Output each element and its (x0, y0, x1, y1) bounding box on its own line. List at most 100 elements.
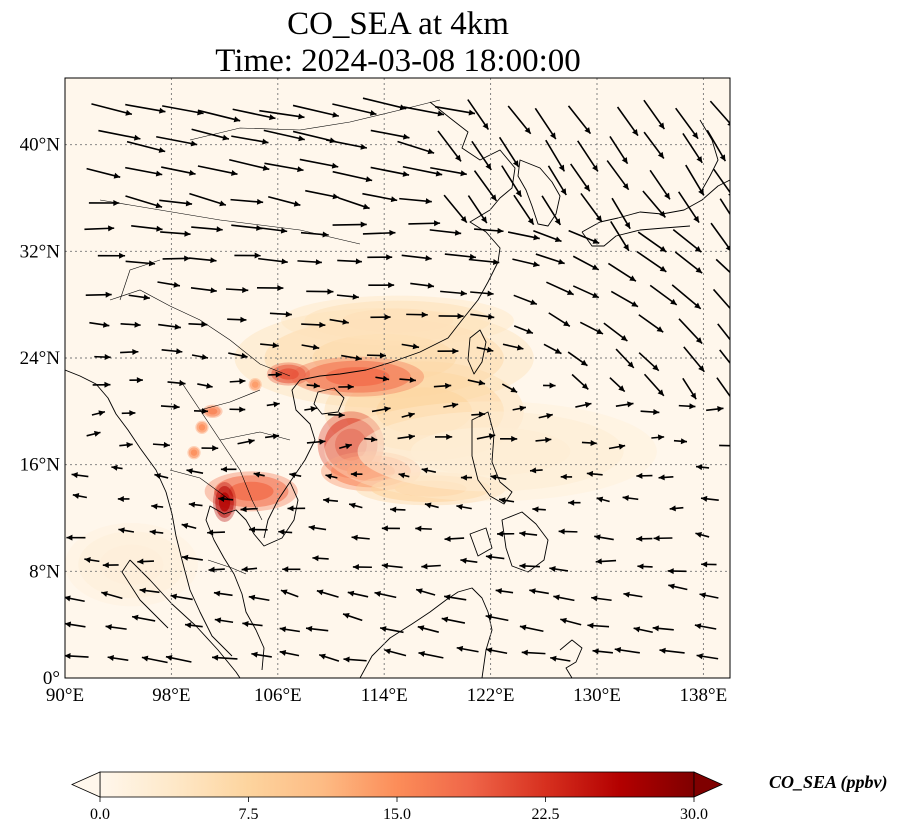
colorbar-tick-label: 7.5 (239, 806, 259, 823)
lat-tick-label: 24°N (20, 348, 61, 369)
wind-arrow (519, 562, 540, 569)
wind-arrow (636, 535, 653, 542)
wind-arrow (673, 438, 688, 445)
wind-arrow (325, 139, 368, 150)
wind-arrow (485, 554, 505, 560)
wind-arrow (263, 129, 305, 142)
wind-arrow (91, 103, 133, 116)
wind-arrow (301, 321, 326, 328)
lat-tick-label: 0° (43, 668, 60, 689)
wind-arrow (156, 135, 198, 147)
wind-arrow (637, 563, 653, 570)
wind-arrow (347, 590, 369, 598)
wind-arrow (490, 474, 507, 481)
wind-arrow (125, 166, 163, 177)
wind-arrow (264, 162, 304, 173)
wind-arrow (498, 497, 515, 504)
wind-arrow (86, 167, 121, 179)
wind-arrow (638, 314, 664, 333)
wind-arrow (279, 626, 300, 633)
wind-arrow (278, 529, 293, 536)
wind-arrow (659, 647, 685, 654)
wind-arrow (408, 220, 441, 227)
wind-arrow (162, 255, 191, 262)
wind-arrow (667, 568, 687, 575)
wind-arrow (633, 626, 653, 634)
wind-arrow (417, 625, 439, 633)
lat-tick-label: 8°N (29, 561, 60, 582)
lon-tick-label: 106°E (254, 685, 302, 706)
wind-arrow (201, 445, 219, 452)
latitude-tick-labels: 0° 8°N 16°N 24°N 32°N 40°N (20, 135, 61, 689)
co-plume-10 (195, 420, 209, 435)
wind-arrow (117, 495, 130, 502)
wind-arrow (229, 406, 246, 413)
wind-arrow (695, 531, 710, 538)
wind-arrow (421, 563, 441, 570)
wind-arrow (305, 189, 340, 200)
wind-arrow (460, 557, 478, 564)
coastline-luzon (471, 411, 513, 505)
colorbar-tick-label: 0.0 (90, 806, 110, 823)
wind-arrow (364, 436, 378, 443)
wind-arrow (188, 321, 208, 328)
wind-arrow (318, 653, 340, 662)
wind-arrow (719, 349, 730, 365)
wind-arrow (441, 616, 466, 624)
wind-arrow (701, 561, 717, 568)
wind-arrow (467, 379, 486, 386)
wind-arrow (587, 622, 610, 629)
colorbar-tick-label: 22.5 (532, 806, 560, 823)
wind-arrow (473, 170, 498, 202)
wind-arrow (398, 472, 410, 479)
co-plume-2 (291, 356, 425, 397)
wind-arrow (456, 503, 472, 510)
wind-arrow (638, 352, 660, 372)
wind-arrow (301, 344, 320, 351)
wind-arrow (229, 378, 246, 385)
wind-arrow (161, 166, 196, 176)
wind-arrow (362, 97, 407, 111)
wind-arrow (253, 471, 265, 478)
wind-arrow (636, 472, 653, 479)
longitude-tick-labels: 90°E 98°E 106°E 114°E 122°E 130°E 138°E (46, 685, 727, 706)
wind-arrow (193, 408, 209, 415)
wind-arrow (580, 192, 603, 223)
wind-arrow (443, 402, 459, 409)
wind-arrow (568, 499, 581, 506)
wind-arrow (352, 564, 372, 571)
wind-arrow (558, 528, 578, 535)
wind-arrow (415, 525, 432, 532)
wind-arrow (338, 197, 370, 210)
wind-arrow (403, 106, 445, 117)
wind-arrow (567, 351, 588, 367)
wind-arrow (519, 624, 544, 633)
wind-arrow (189, 192, 227, 207)
colorbar-max-extension (693, 771, 723, 798)
wind-arrow (513, 325, 534, 335)
wind-arrow (535, 253, 565, 265)
wind-arrow (381, 525, 400, 532)
lon-tick-label: 98°E (152, 685, 190, 706)
wind-arrow (332, 103, 377, 116)
wind-arrow (170, 593, 193, 601)
wind-arrow (121, 410, 136, 417)
wind-arrow (287, 505, 306, 512)
wind-arrow (507, 105, 532, 135)
wind-arrow (476, 433, 496, 440)
co-plume-12 (248, 378, 262, 392)
border-china-south (109, 289, 291, 377)
wind-arrow (149, 529, 164, 536)
wind-arrow (88, 200, 120, 207)
wind-arrow (381, 562, 403, 569)
wind-vectors (65, 97, 730, 664)
wind-arrow (438, 313, 464, 320)
wind-arrow (608, 443, 626, 450)
colorbar-min-extension (71, 771, 101, 798)
wind-arrow (603, 322, 628, 342)
wind-arrow (572, 285, 600, 299)
wind-arrow (570, 163, 591, 192)
lon-tick-label: 130°E (573, 685, 621, 706)
wind-arrow (299, 158, 339, 169)
wind-arrow (269, 311, 292, 318)
